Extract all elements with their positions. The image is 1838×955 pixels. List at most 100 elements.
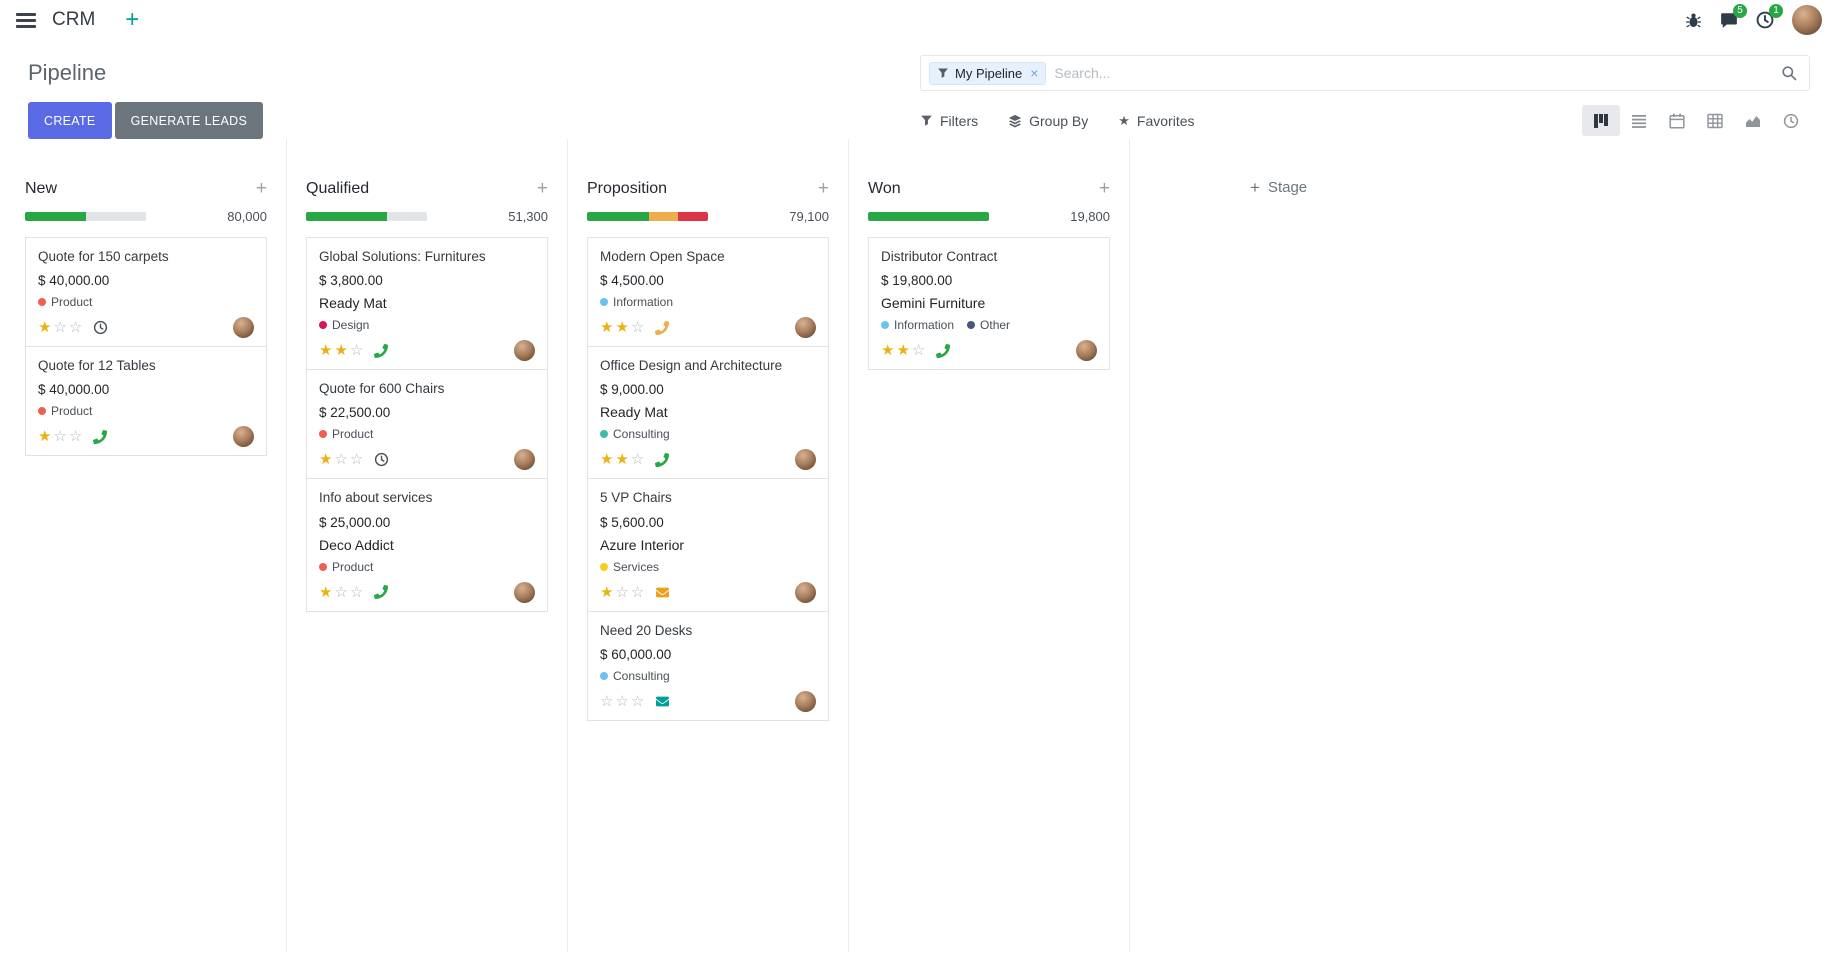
add-stage-button[interactable]: + Stage xyxy=(1250,179,1307,196)
avatar[interactable] xyxy=(795,581,816,603)
kanban-card[interactable]: Need 20 Desks $ 60,000.00 Consulting ☆☆☆ xyxy=(587,610,829,721)
column-add-icon[interactable]: + xyxy=(1098,178,1110,199)
column-title[interactable]: Proposition xyxy=(587,179,668,197)
clock-icon[interactable] xyxy=(374,452,389,467)
priority-star-icon[interactable]: ☆ xyxy=(630,451,647,469)
group-by-button[interactable]: Group By xyxy=(1008,113,1088,129)
priority-star-icon[interactable]: ☆ xyxy=(630,692,647,710)
create-button[interactable]: CREATE xyxy=(28,102,112,139)
priority-star-icon[interactable]: ☆ xyxy=(334,451,350,469)
priority-star-icon[interactable]: ★ xyxy=(615,451,631,469)
kanban-card[interactable]: Modern Open Space $ 4,500.00 Information… xyxy=(587,237,829,348)
priority-star-icon[interactable]: ☆ xyxy=(615,692,631,710)
avatar[interactable] xyxy=(795,317,816,339)
priority-star-icon[interactable]: ★ xyxy=(38,428,54,446)
column-progressbar[interactable] xyxy=(25,212,146,221)
priority-star-icon[interactable]: ☆ xyxy=(630,319,647,337)
avatar[interactable] xyxy=(514,581,535,603)
progress-segment[interactable] xyxy=(648,212,678,221)
priority-star-icon[interactable]: ★ xyxy=(319,451,335,469)
priority-star-icon[interactable]: ☆ xyxy=(334,583,350,601)
priority-star-icon[interactable]: ☆ xyxy=(349,342,366,360)
list-view-button[interactable] xyxy=(1620,105,1658,136)
priority-star-icon[interactable]: ☆ xyxy=(349,451,366,469)
activities-clock-icon[interactable]: 1 xyxy=(1756,4,1783,29)
priority-star-icon[interactable]: ★ xyxy=(600,583,616,601)
priority-star-icon[interactable]: ★ xyxy=(319,583,335,601)
priority-star-icon[interactable]: ★ xyxy=(881,342,897,360)
phone-icon[interactable] xyxy=(655,452,670,467)
priority-star-icon[interactable]: ☆ xyxy=(911,342,928,360)
kanban-card[interactable]: Quote for 600 Chairs $ 22,500.00 Product… xyxy=(306,369,548,480)
priority-star-icon[interactable]: ☆ xyxy=(53,319,69,337)
priority-star-icon[interactable]: ☆ xyxy=(68,428,85,446)
phone-icon[interactable] xyxy=(655,320,670,335)
column-progressbar[interactable] xyxy=(868,212,989,221)
kanban-view-button[interactable] xyxy=(1582,105,1620,136)
plus-icon[interactable]: + xyxy=(125,6,140,33)
pivot-view-button[interactable] xyxy=(1696,105,1734,136)
priority-star-icon[interactable]: ★ xyxy=(600,319,616,337)
priority-star-icon[interactable]: ☆ xyxy=(615,583,631,601)
avatar[interactable] xyxy=(514,340,535,362)
priority-star-icon[interactable]: ★ xyxy=(319,342,335,360)
column-title[interactable]: Qualified xyxy=(306,179,370,197)
progress-segment[interactable] xyxy=(306,212,388,221)
phone-icon[interactable] xyxy=(93,429,108,444)
kanban-card[interactable]: Distributor Contract $ 19,800.00 Gemini … xyxy=(868,237,1110,371)
avatar[interactable] xyxy=(514,449,535,471)
phone-icon[interactable] xyxy=(374,343,389,358)
priority-star-icon[interactable]: ★ xyxy=(615,319,631,337)
debug-bug-icon[interactable] xyxy=(1685,12,1702,29)
user-avatar[interactable] xyxy=(1792,5,1822,35)
messages-icon[interactable]: 5 xyxy=(1720,4,1747,29)
search-bar[interactable]: My Pipeline × xyxy=(920,55,1810,91)
priority-star-icon[interactable]: ☆ xyxy=(53,428,69,446)
envelope-icon[interactable] xyxy=(655,695,670,708)
kanban-card[interactable]: Quote for 150 carpets $ 40,000.00 Produc… xyxy=(25,237,267,348)
priority-star-icon[interactable]: ★ xyxy=(38,319,54,337)
clock-icon[interactable] xyxy=(93,320,108,335)
generate-leads-button[interactable]: GENERATE LEADS xyxy=(114,102,264,139)
priority-star-icon[interactable]: ☆ xyxy=(349,583,366,601)
priority-star-icon[interactable]: ☆ xyxy=(68,319,85,337)
app-name[interactable]: CRM xyxy=(52,9,96,30)
kanban-card[interactable]: Quote for 12 Tables $ 40,000.00 Product … xyxy=(25,346,267,457)
column-add-icon[interactable]: + xyxy=(817,178,829,199)
column-progressbar[interactable] xyxy=(587,212,708,221)
progress-segment[interactable] xyxy=(868,212,989,221)
search-icon[interactable] xyxy=(1781,65,1797,81)
column-add-icon[interactable]: + xyxy=(255,178,267,199)
kanban-card[interactable]: Global Solutions: Furnitures $ 3,800.00 … xyxy=(306,237,548,371)
apps-menu-icon[interactable] xyxy=(16,12,36,28)
kanban-card[interactable]: Info about services $ 25,000.00 Deco Add… xyxy=(306,478,548,612)
avatar[interactable] xyxy=(1076,340,1097,362)
avatar[interactable] xyxy=(233,426,254,448)
filters-button[interactable]: Filters xyxy=(920,113,978,129)
priority-star-icon[interactable]: ★ xyxy=(600,451,616,469)
column-title[interactable]: Won xyxy=(868,179,901,197)
avatar[interactable] xyxy=(795,690,816,712)
calendar-view-button[interactable] xyxy=(1658,105,1696,136)
phone-icon[interactable] xyxy=(936,343,951,358)
search-facet[interactable]: My Pipeline × xyxy=(929,61,1047,85)
activity-view-button[interactable] xyxy=(1772,105,1810,136)
phone-icon[interactable] xyxy=(374,585,389,600)
kanban-card[interactable]: 5 VP Chairs $ 5,600.00 Azure Interior Se… xyxy=(587,478,829,612)
avatar[interactable] xyxy=(795,449,816,471)
search-input[interactable] xyxy=(1054,65,1773,81)
priority-star-icon[interactable]: ☆ xyxy=(600,692,616,710)
priority-star-icon[interactable]: ★ xyxy=(896,342,912,360)
priority-star-icon[interactable]: ★ xyxy=(334,342,350,360)
progress-segment[interactable] xyxy=(25,212,86,221)
kanban-card[interactable]: Office Design and Architecture $ 9,000.0… xyxy=(587,346,829,480)
progress-segment[interactable] xyxy=(587,212,649,221)
column-title[interactable]: New xyxy=(25,179,58,197)
avatar[interactable] xyxy=(233,317,254,339)
facet-remove-icon[interactable]: × xyxy=(1030,65,1039,81)
favorites-button[interactable]: ★ Favorites xyxy=(1118,113,1194,129)
priority-star-icon[interactable]: ☆ xyxy=(630,583,647,601)
progress-segment[interactable] xyxy=(677,212,708,221)
envelope-icon[interactable] xyxy=(655,586,670,599)
column-progressbar[interactable] xyxy=(306,212,427,221)
